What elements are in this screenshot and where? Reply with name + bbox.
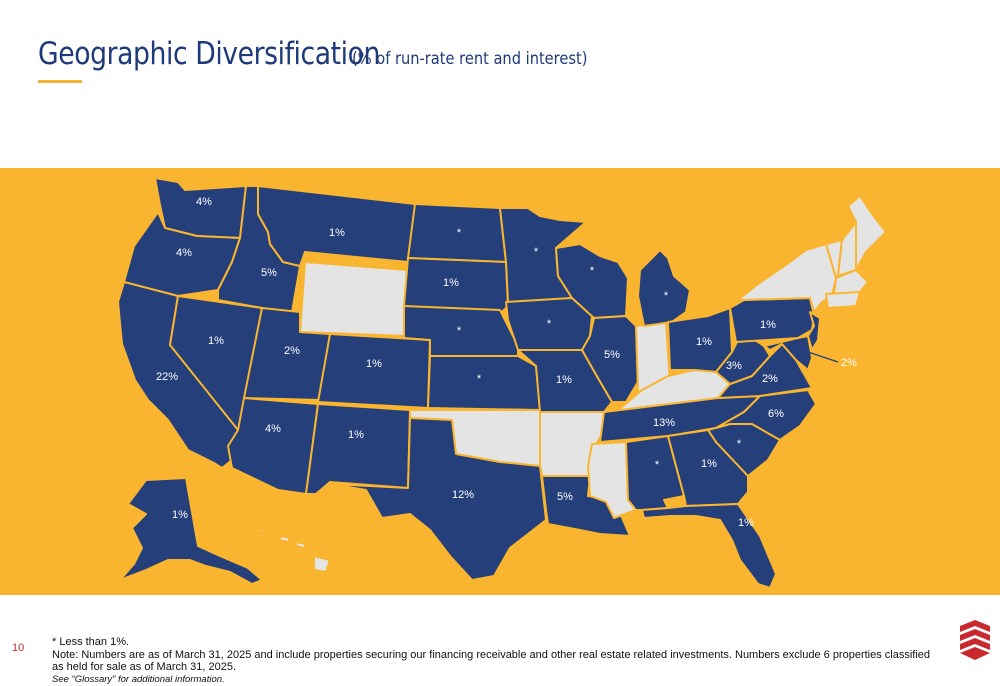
state-ct-ri xyxy=(826,292,860,308)
label-al: * xyxy=(655,459,660,471)
label-ut: 2% xyxy=(284,345,300,357)
label-tx: 12% xyxy=(452,489,474,501)
map-panel: 4% 4% 22% 1% 5% 1% 2% 4% 1% 1% * 1% * * … xyxy=(0,168,1000,595)
state-mt xyxy=(258,186,415,266)
label-pa: 1% xyxy=(760,319,776,331)
state-hi-4 xyxy=(314,556,330,572)
title-subtitle: (% of run-rate rent and interest) xyxy=(352,49,587,69)
label-va: 2% xyxy=(762,373,778,385)
footnote-note: Note: Numbers are as of March 31, 2025 a… xyxy=(52,649,932,674)
label-mo: 1% xyxy=(556,374,572,386)
label-wi: * xyxy=(590,265,595,277)
us-map: 4% 4% 22% 1% 5% 1% 2% 4% 1% 1% * 1% * * … xyxy=(0,168,1000,595)
label-sd: 1% xyxy=(443,277,459,289)
company-logo-icon xyxy=(958,620,992,660)
label-oh: 1% xyxy=(696,336,712,348)
label-co: 1% xyxy=(366,358,382,370)
footnote-less-than: * Less than 1%. xyxy=(52,636,932,649)
state-mi xyxy=(638,250,690,326)
state-hi-2 xyxy=(280,536,290,542)
label-sc: * xyxy=(737,438,742,450)
state-nm xyxy=(306,404,410,494)
label-nd: * xyxy=(457,227,462,239)
label-az: 4% xyxy=(265,423,281,435)
label-ne: * xyxy=(457,325,462,337)
footnotes: * Less than 1%. Note: Numbers are as of … xyxy=(52,636,932,686)
label-la: 5% xyxy=(557,491,573,503)
state-wy xyxy=(300,262,408,336)
label-md-de-nj: 2% xyxy=(841,357,857,369)
label-ks: * xyxy=(477,373,482,385)
footnote-glossary: See “Glossary” for additional informatio… xyxy=(52,674,932,686)
label-nm: 1% xyxy=(348,429,364,441)
label-wa: 4% xyxy=(196,196,212,208)
label-id: 5% xyxy=(261,267,277,279)
title-main: Geographic Diversification xyxy=(38,36,380,72)
title-underline xyxy=(38,80,82,83)
state-nh xyxy=(838,222,856,276)
label-mt: 1% xyxy=(329,227,345,239)
state-az xyxy=(228,398,318,494)
label-or: 4% xyxy=(176,247,192,259)
state-hi-3 xyxy=(296,542,306,548)
state-ak xyxy=(120,478,262,584)
state-fl xyxy=(642,504,776,588)
label-il: 5% xyxy=(604,349,620,361)
label-wv: 3% xyxy=(726,360,742,372)
label-ga: 1% xyxy=(701,458,717,470)
label-ca: 22% xyxy=(156,371,178,383)
state-co xyxy=(318,334,430,408)
state-ks xyxy=(428,356,540,410)
label-nc: 6% xyxy=(768,408,784,420)
label-ak: 1% xyxy=(172,509,188,521)
page-number: 10 xyxy=(12,642,24,654)
label-tn: 13% xyxy=(653,417,675,429)
label-nv: 1% xyxy=(208,335,224,347)
page-title: Geographic Diversification (% of run-rat… xyxy=(38,36,626,72)
label-fl: 1% xyxy=(738,517,754,529)
label-mn: * xyxy=(534,246,539,258)
label-mi: * xyxy=(664,290,669,302)
label-ia: * xyxy=(547,318,552,330)
state-hi-1 xyxy=(258,528,264,534)
